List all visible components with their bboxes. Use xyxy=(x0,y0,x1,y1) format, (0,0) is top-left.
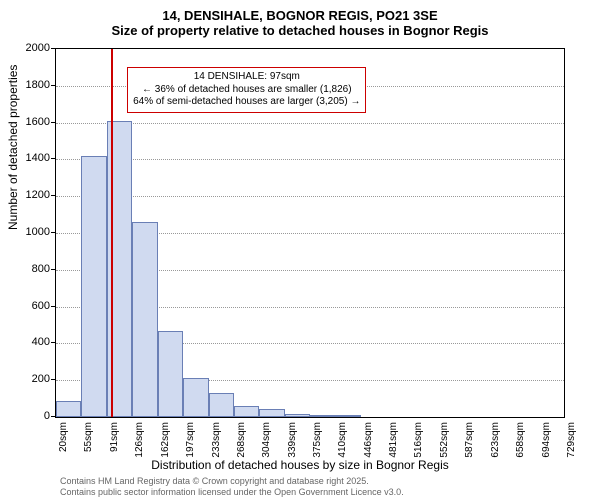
attribution-text: Contains HM Land Registry data © Crown c… xyxy=(60,476,404,498)
gridline xyxy=(56,159,564,160)
ytick-label: 0 xyxy=(10,410,50,422)
ytick-label: 600 xyxy=(10,300,50,312)
annotation-smaller: ← 36% of detached houses are smaller (1,… xyxy=(133,84,360,97)
annotation-larger: 64% of semi-detached houses are larger (… xyxy=(133,96,360,109)
gridline xyxy=(56,196,564,197)
ytick-mark xyxy=(51,122,55,123)
ytick-mark xyxy=(51,85,55,86)
annotation-title: 14 DENSIHALE: 97sqm xyxy=(133,71,360,84)
attribution-line1: Contains HM Land Registry data © Crown c… xyxy=(60,476,404,487)
plot-area: 14 DENSIHALE: 97sqm ← 36% of detached ho… xyxy=(55,48,565,418)
ytick-mark xyxy=(51,195,55,196)
histogram-bar xyxy=(310,415,335,417)
ytick-mark xyxy=(51,48,55,49)
histogram-bar xyxy=(209,393,234,417)
ytick-mark xyxy=(51,232,55,233)
ytick-label: 2000 xyxy=(10,42,50,54)
histogram-bar xyxy=(56,401,81,417)
x-axis-label: Distribution of detached houses by size … xyxy=(0,458,600,472)
ytick-label: 1600 xyxy=(10,116,50,128)
ytick-label: 800 xyxy=(10,263,50,275)
histogram-bar xyxy=(259,409,284,417)
attribution-line2: Contains public sector information licen… xyxy=(60,487,404,498)
ytick-mark xyxy=(51,306,55,307)
chart-title-description: Size of property relative to detached ho… xyxy=(0,23,600,38)
histogram-bar xyxy=(132,222,158,417)
annotation-box: 14 DENSIHALE: 97sqm ← 36% of detached ho… xyxy=(127,67,366,113)
ytick-mark xyxy=(51,342,55,343)
histogram-bar xyxy=(158,331,183,417)
ytick-mark xyxy=(51,269,55,270)
histogram-bar xyxy=(81,156,107,417)
ytick-label: 1800 xyxy=(10,79,50,91)
ytick-mark xyxy=(51,416,55,417)
histogram-bar xyxy=(234,406,260,417)
histogram-bar xyxy=(335,415,361,417)
histogram-bar xyxy=(285,414,311,417)
gridline xyxy=(56,123,564,124)
ytick-label: 1200 xyxy=(10,189,50,201)
chart-title-address: 14, DENSIHALE, BOGNOR REGIS, PO21 3SE xyxy=(0,0,600,23)
property-size-chart: 14, DENSIHALE, BOGNOR REGIS, PO21 3SE Si… xyxy=(0,0,600,500)
histogram-bar xyxy=(183,378,209,417)
ytick-label: 200 xyxy=(10,373,50,385)
ytick-label: 400 xyxy=(10,336,50,348)
ytick-label: 1000 xyxy=(10,226,50,238)
ytick-mark xyxy=(51,158,55,159)
ytick-mark xyxy=(51,379,55,380)
reference-line xyxy=(111,49,113,417)
ytick-label: 1400 xyxy=(10,152,50,164)
